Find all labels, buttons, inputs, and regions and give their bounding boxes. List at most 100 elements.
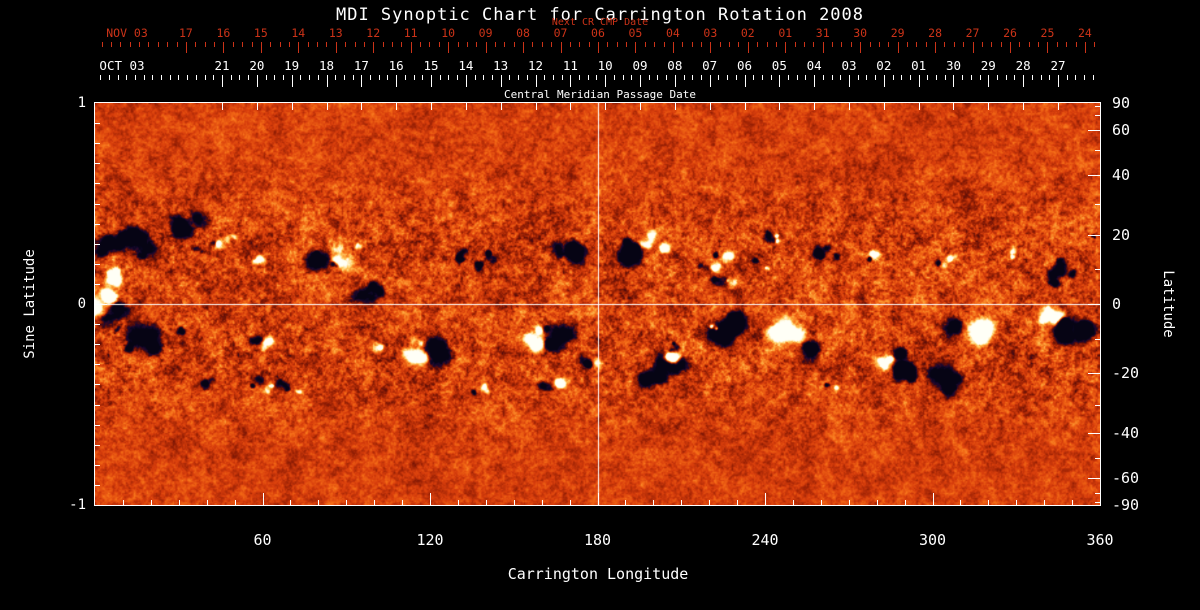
date-tick [518, 75, 519, 80]
date-tick [884, 75, 885, 87]
date-tick [214, 42, 215, 47]
axis-tick [95, 425, 100, 426]
date-tick [326, 42, 327, 47]
date-tick [753, 75, 754, 80]
date-tick [483, 75, 484, 80]
date-tick [823, 42, 824, 53]
date-tick-label: 30 [853, 26, 868, 40]
date-tick [492, 75, 493, 80]
date-tick [223, 42, 224, 53]
axis-tick [95, 485, 100, 486]
date-tick [623, 75, 624, 80]
axis-tick [625, 500, 626, 505]
date-tick [598, 42, 599, 53]
date-tick [1067, 75, 1068, 80]
axis-tick [779, 103, 780, 110]
date-tick-label: 17 [179, 26, 193, 40]
axis-tick [95, 264, 100, 265]
axis-tick [1088, 373, 1100, 374]
date-tick-label: 27 [965, 26, 980, 40]
date-tick [626, 42, 627, 47]
date-tick-label: 11 [562, 58, 578, 73]
date-tick [120, 42, 121, 47]
date-tick [158, 42, 159, 47]
axis-tick [570, 500, 571, 505]
date-tick [475, 75, 476, 80]
axis-tick [151, 500, 152, 505]
date-tick [257, 75, 258, 87]
date-tick [588, 75, 589, 80]
date-tick [370, 75, 371, 80]
date-tick [553, 75, 554, 80]
date-tick [186, 42, 187, 53]
date-tick [379, 75, 380, 80]
axis-tick [458, 500, 459, 505]
axis-tick [640, 103, 641, 110]
date-tick [982, 42, 983, 47]
date-tick [797, 75, 798, 80]
date-tick [213, 75, 214, 80]
date-tick [509, 75, 510, 80]
axis-tick [988, 103, 989, 110]
date-tick [298, 42, 299, 53]
date-tick [944, 42, 945, 47]
axis-tick [849, 500, 850, 505]
axis-tick [466, 103, 467, 110]
date-tick [962, 75, 963, 80]
date-tick [414, 75, 415, 80]
date-tick-label: 17 [353, 58, 369, 73]
date-tick [738, 42, 739, 47]
axis-tick [95, 445, 100, 446]
axis-tick [95, 244, 100, 245]
date-tick [420, 42, 421, 47]
date-tick [308, 42, 309, 47]
axis-tick [709, 500, 710, 505]
date-tick-label: 15 [253, 26, 268, 40]
date-tick [467, 42, 468, 47]
date-tick-label: 25 [1040, 26, 1055, 40]
left-tick-label: -1 [69, 497, 86, 513]
date-tick [762, 75, 763, 80]
axis-tick [1095, 106, 1100, 107]
axis-tick [396, 103, 397, 110]
date-tick [570, 75, 571, 87]
central-meridian-passage-date-label: Central Meridian Passage Date [503, 88, 697, 101]
date-tick-label: 24 [1077, 26, 1092, 40]
date-tick [266, 75, 267, 80]
date-tick [205, 75, 206, 80]
date-tick-label: 28 [928, 26, 943, 40]
magnetogram-plot-area [94, 102, 1101, 506]
date-tick-label: 09 [632, 58, 648, 73]
next-cr-cmp-date-label: Next CR CMP Date [551, 17, 649, 28]
axis-tick [501, 103, 502, 110]
date-tick [684, 75, 685, 80]
axis-tick [327, 103, 328, 110]
date-tick [102, 42, 103, 47]
date-tick [544, 75, 545, 80]
axis-tick [95, 364, 100, 365]
axis-tick [95, 163, 100, 164]
magnetogram-canvas [95, 103, 1100, 505]
date-tick-label: 05 [628, 26, 643, 40]
date-tick [448, 42, 449, 53]
date-tick-label: 29 [890, 26, 905, 40]
date-tick-label: 15 [423, 58, 439, 73]
date-tick-label: 10 [597, 58, 613, 73]
date-tick [1076, 42, 1077, 47]
date-tick [954, 42, 955, 47]
date-tick [318, 75, 319, 80]
date-tick [126, 75, 127, 80]
axis-tick [1023, 103, 1024, 110]
date-tick [353, 75, 354, 80]
date-tick [327, 75, 328, 87]
date-tick-label: 02 [740, 26, 755, 40]
axis-tick [1088, 304, 1100, 305]
date-tick [448, 75, 449, 80]
axis-tick [290, 500, 291, 505]
date-tick [607, 42, 608, 47]
date-tick [504, 42, 505, 47]
date-tick [551, 42, 552, 47]
date-tick [514, 42, 515, 47]
axis-tick [598, 493, 599, 505]
date-tick [980, 75, 981, 80]
